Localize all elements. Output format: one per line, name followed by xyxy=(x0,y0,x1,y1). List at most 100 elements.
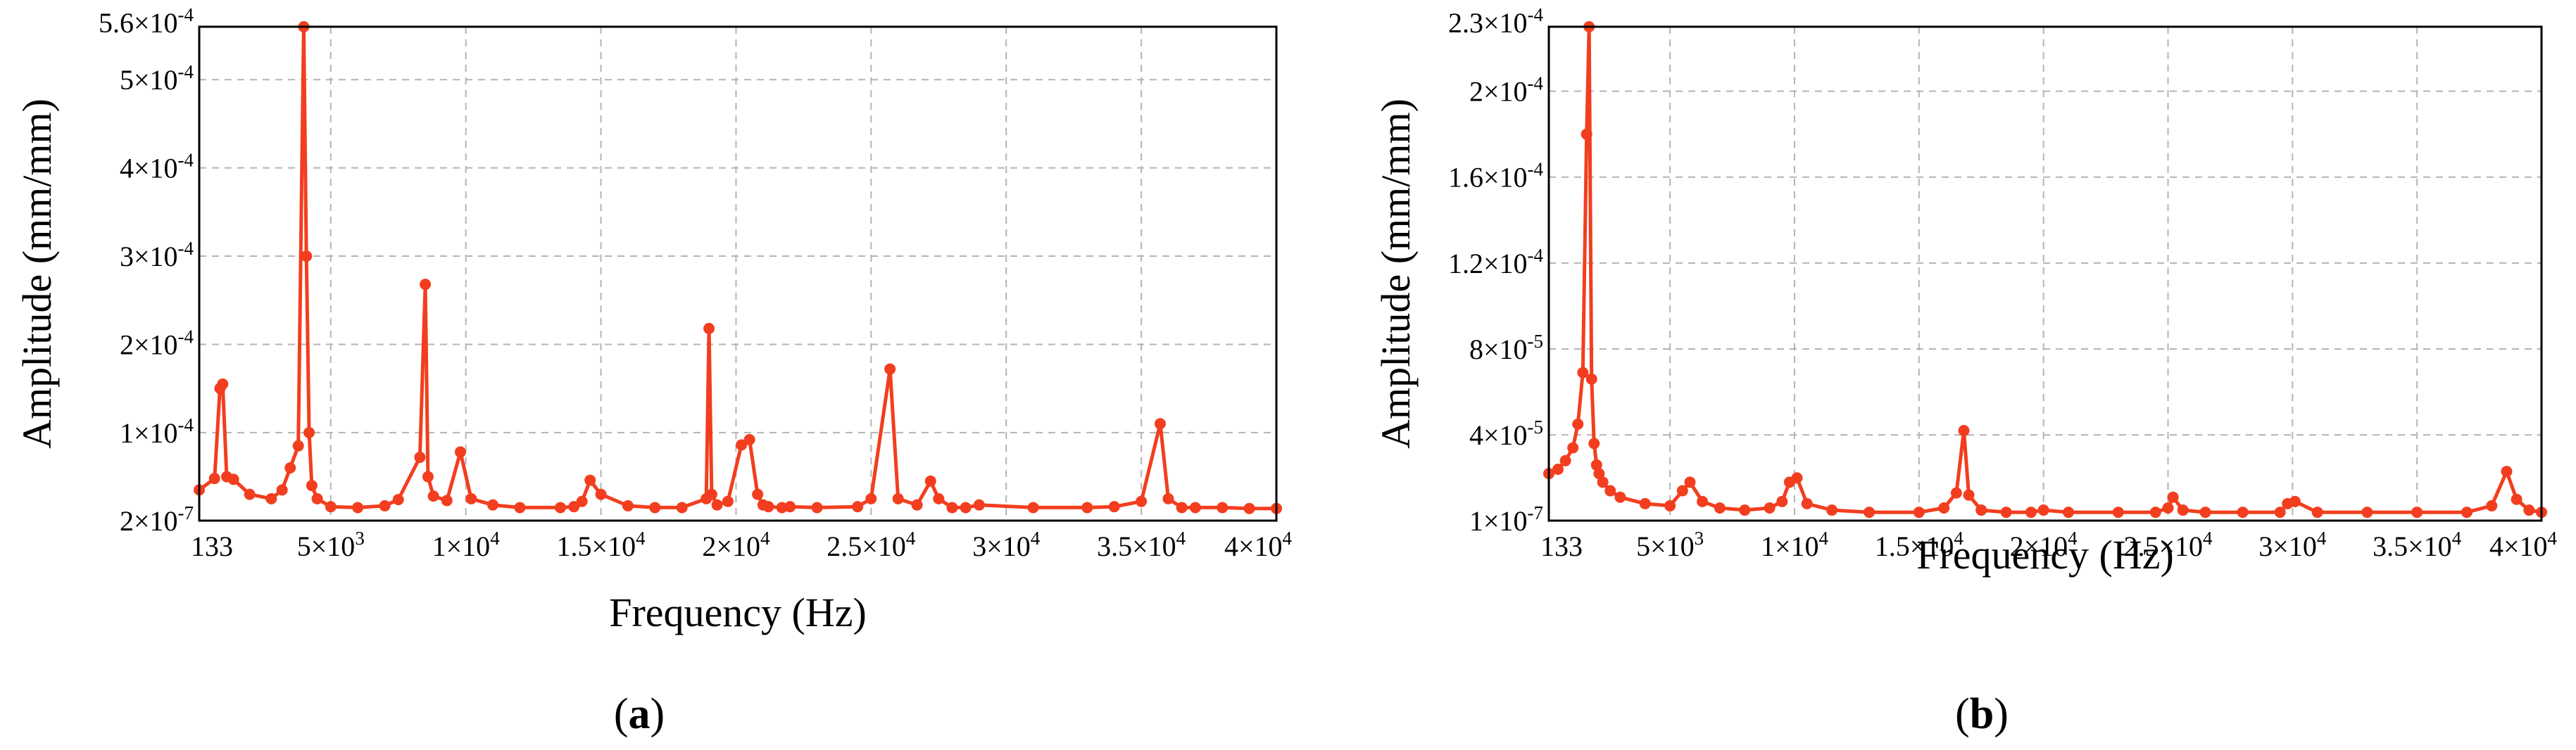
y-tick-label: 2×10-4 xyxy=(1469,73,1544,108)
data-point xyxy=(1963,489,1975,501)
x-tick-label: 2.5×104 xyxy=(827,528,916,562)
data-point xyxy=(752,488,764,500)
tick-base: 1.6×10 xyxy=(1448,162,1528,193)
x-tick-label: 133 xyxy=(191,530,233,562)
data-point xyxy=(2289,495,2301,507)
data-point xyxy=(427,490,439,502)
data-point xyxy=(811,502,823,514)
tick-base: 4×10 xyxy=(1469,419,1528,451)
data-point xyxy=(217,378,229,390)
y-tick-labels: 2×10-71×10-42×10-43×10-44×10-45×10-45.6×… xyxy=(99,4,194,537)
data-point xyxy=(2162,502,2174,514)
data-point xyxy=(1585,373,1597,385)
tick-base: 5×10 xyxy=(120,64,178,96)
data-point xyxy=(736,439,748,451)
data-point xyxy=(1913,507,1925,519)
tick-base: 3×10 xyxy=(972,530,1031,562)
y-tick-label: 1×10-7 xyxy=(1469,502,1543,537)
data-point xyxy=(676,502,688,514)
grid-lines xyxy=(1549,27,2542,521)
tick-base: 1×10 xyxy=(432,530,491,562)
x-axis-title: Frequency (Hz) xyxy=(609,590,867,635)
data-point xyxy=(2311,507,2323,519)
data-point xyxy=(762,501,774,513)
x-tick-label: 2.5×104 xyxy=(2123,528,2213,562)
data-point xyxy=(244,488,256,500)
data-point xyxy=(1081,502,1093,514)
tick-base: 3×10 xyxy=(120,241,178,272)
data-point xyxy=(649,502,661,514)
x-tick-label: 2×104 xyxy=(2010,528,2078,562)
tick-exponent: -4 xyxy=(1528,4,1544,25)
tick-exponent: -4 xyxy=(178,414,194,436)
data-point xyxy=(2486,500,2498,511)
data-point xyxy=(705,488,717,500)
data-point xyxy=(1572,418,1584,430)
tick-exponent: -5 xyxy=(1528,331,1544,352)
data-point xyxy=(208,473,220,485)
data-point xyxy=(884,363,896,375)
data-point xyxy=(946,502,958,514)
tick-exponent: 4 xyxy=(1819,528,1829,549)
tick-base: 3.5×10 xyxy=(2373,530,2452,562)
data-point xyxy=(284,462,296,474)
data-point xyxy=(595,488,607,500)
y-tick-label: 4×10-4 xyxy=(120,150,194,184)
data-point xyxy=(1950,487,1962,499)
data-point xyxy=(379,500,391,511)
data-point xyxy=(1588,438,1600,450)
data-point xyxy=(584,474,596,486)
grid-lines xyxy=(199,27,1276,521)
tick-exponent: 4 xyxy=(2317,528,2327,549)
tick-exponent: -4 xyxy=(178,150,194,171)
y-tick-label: 3×10-4 xyxy=(120,238,194,272)
data-point xyxy=(911,499,923,511)
data-point xyxy=(2237,507,2249,519)
y-tick-label: 5×10-4 xyxy=(120,61,194,96)
data-point xyxy=(2000,507,2012,519)
data-point xyxy=(933,492,945,504)
data-point xyxy=(1676,485,1688,497)
plot-frame xyxy=(1547,25,2543,522)
tick-exponent: -4 xyxy=(178,4,194,25)
tick-base: 1.2×10 xyxy=(1448,248,1528,279)
tick-exponent: 4 xyxy=(2203,528,2213,549)
tick-base: 1.5×10 xyxy=(557,530,636,562)
data-point xyxy=(301,250,313,262)
x-tick-label: 4×104 xyxy=(1224,528,1293,562)
data-point xyxy=(1975,504,1987,516)
data-point xyxy=(743,433,755,445)
x-tick-label: 4×104 xyxy=(2489,528,2558,562)
tick-exponent: -4 xyxy=(1528,73,1544,94)
data-point xyxy=(420,279,432,291)
data-point xyxy=(2112,507,2124,519)
data-point xyxy=(892,492,904,504)
tick-exponent: 4 xyxy=(1031,528,1041,549)
data-point xyxy=(292,440,304,452)
data-point xyxy=(441,495,453,507)
tick-exponent: 3 xyxy=(355,528,365,549)
data-point xyxy=(2167,491,2179,503)
data-point xyxy=(2037,504,2049,516)
data-point xyxy=(1567,442,1579,454)
y-tick-label: 1×10-4 xyxy=(120,414,194,449)
data-point xyxy=(703,322,715,334)
tick-base: 2×10 xyxy=(1469,76,1528,108)
data-point xyxy=(2199,507,2211,519)
data-point xyxy=(1604,485,1616,497)
data-point xyxy=(303,426,315,438)
data-point xyxy=(1590,459,1602,471)
tick-base: 4×10 xyxy=(2489,530,2548,562)
data-point xyxy=(1597,476,1609,488)
data-point xyxy=(1577,367,1589,379)
data-point xyxy=(568,501,580,513)
x-tick-label: 2×104 xyxy=(702,528,770,562)
tick-exponent: 4 xyxy=(2068,528,2078,549)
tick-exponent: 4 xyxy=(2452,528,2462,549)
data-point xyxy=(1639,497,1651,509)
tick-exponent: 4 xyxy=(906,528,916,549)
tick-exponent: 4 xyxy=(1954,528,1964,549)
series-layer xyxy=(1543,21,2547,519)
data-point xyxy=(1714,502,1726,514)
tick-exponent: 4 xyxy=(1176,528,1186,549)
